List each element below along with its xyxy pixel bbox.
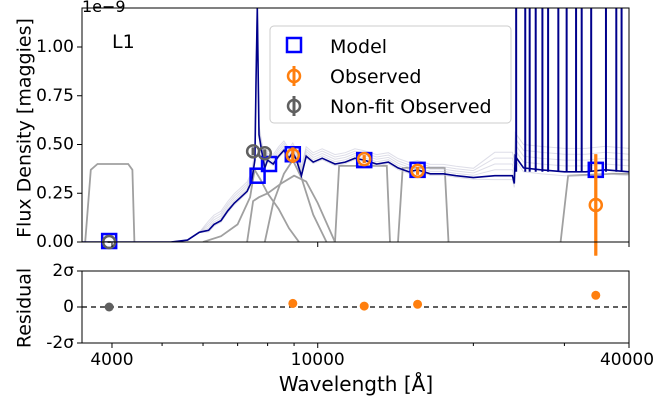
residual-markers bbox=[104, 290, 601, 312]
legend: Model Observed Non-fit Observed bbox=[269, 25, 512, 124]
residual-x-tick-label-0: 4000 bbox=[90, 350, 133, 370]
residual-y-tick-label-2: -2σ bbox=[46, 333, 74, 353]
sed-y-tick-label-3: 0.75 bbox=[36, 86, 74, 106]
filter-curve-1 bbox=[202, 167, 300, 242]
sed-y-ticks: 0.00 0.25 0.50 0.75 1.00 bbox=[36, 37, 82, 252]
photometry-markers bbox=[100, 144, 605, 256]
legend-marker-model bbox=[285, 36, 303, 54]
sed-y-axis-label: Flux Density [maggies] bbox=[14, 18, 36, 238]
residual-observed-0 bbox=[288, 298, 298, 308]
legend-marker-observed bbox=[286, 68, 302, 84]
residual-y-axis-label: Residual bbox=[14, 268, 36, 348]
filter-curve-5 bbox=[397, 167, 450, 242]
sed-y-tick-label-4: 1.00 bbox=[36, 37, 74, 57]
model-marker-1 bbox=[249, 167, 266, 184]
residual-x-tick-label-2: 40000 bbox=[600, 350, 654, 370]
residual-y-tick-label-0: 2σ bbox=[52, 261, 74, 281]
residual-observed-3 bbox=[591, 290, 601, 300]
sed-y-tick-label-1: 0.25 bbox=[36, 183, 74, 203]
legend-marker-nonfit bbox=[286, 98, 302, 114]
residual-y-tick-label-1: 0 bbox=[63, 297, 74, 317]
observed-marker-0 bbox=[285, 147, 301, 163]
sample-spectrum-1 bbox=[82, 8, 629, 242]
observed-marker-3 bbox=[588, 197, 604, 213]
residual-x-ticks: 4000 10000 40000 bbox=[90, 343, 654, 370]
sed-y-tick-label-0: 0.00 bbox=[36, 232, 74, 252]
filter-curve-4 bbox=[334, 165, 391, 242]
model-emission-spikes bbox=[515, 8, 623, 172]
legend-label-model: Model bbox=[330, 36, 387, 58]
residual-x-tick-label-1: 10000 bbox=[291, 350, 345, 370]
panel-label: L1 bbox=[112, 31, 135, 53]
legend-label-nonfit: Non-fit Observed bbox=[330, 96, 492, 118]
sed-x-ticks bbox=[111, 242, 630, 247]
observed-marker-1 bbox=[356, 151, 372, 167]
residual-nonfit-0 bbox=[104, 302, 114, 312]
sed-panel-frame bbox=[81, 7, 630, 243]
sed-panel: 0.00 0.25 0.50 0.75 1.00 L1 1e−9 Flux Densit… bbox=[14, 0, 630, 256]
nonfit-marker-2 bbox=[257, 146, 273, 161]
legend-label-observed: Observed bbox=[330, 66, 421, 88]
filter-curve-0 bbox=[84, 163, 136, 242]
legend-frame bbox=[269, 25, 512, 124]
residual-y-ticks: 2σ 0 -2σ bbox=[46, 261, 82, 353]
sample-spectrum-4 bbox=[82, 8, 629, 242]
residual-observed-1 bbox=[359, 301, 369, 311]
y-offset-text: 1e−9 bbox=[82, 0, 126, 16]
residual-observed-2 bbox=[413, 299, 423, 309]
filter-curves bbox=[84, 158, 629, 242]
sample-spectrum-3 bbox=[82, 8, 629, 242]
residual-panel: 2σ 0 -2σ 4000 10000 40000 Residual Wavelengt… bbox=[14, 261, 655, 396]
observed-marker-2 bbox=[410, 163, 425, 179]
model-spectrum-line bbox=[82, 8, 629, 242]
x-axis-label: Wavelength [Å] bbox=[279, 372, 433, 396]
sed-y-tick-label-2: 0.50 bbox=[36, 135, 74, 155]
